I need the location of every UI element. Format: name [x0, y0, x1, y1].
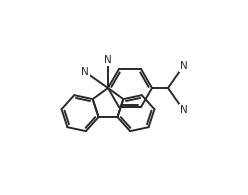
Text: N: N — [104, 55, 112, 65]
Text: N: N — [81, 67, 89, 77]
Text: N: N — [180, 61, 187, 71]
Text: N: N — [180, 105, 187, 115]
